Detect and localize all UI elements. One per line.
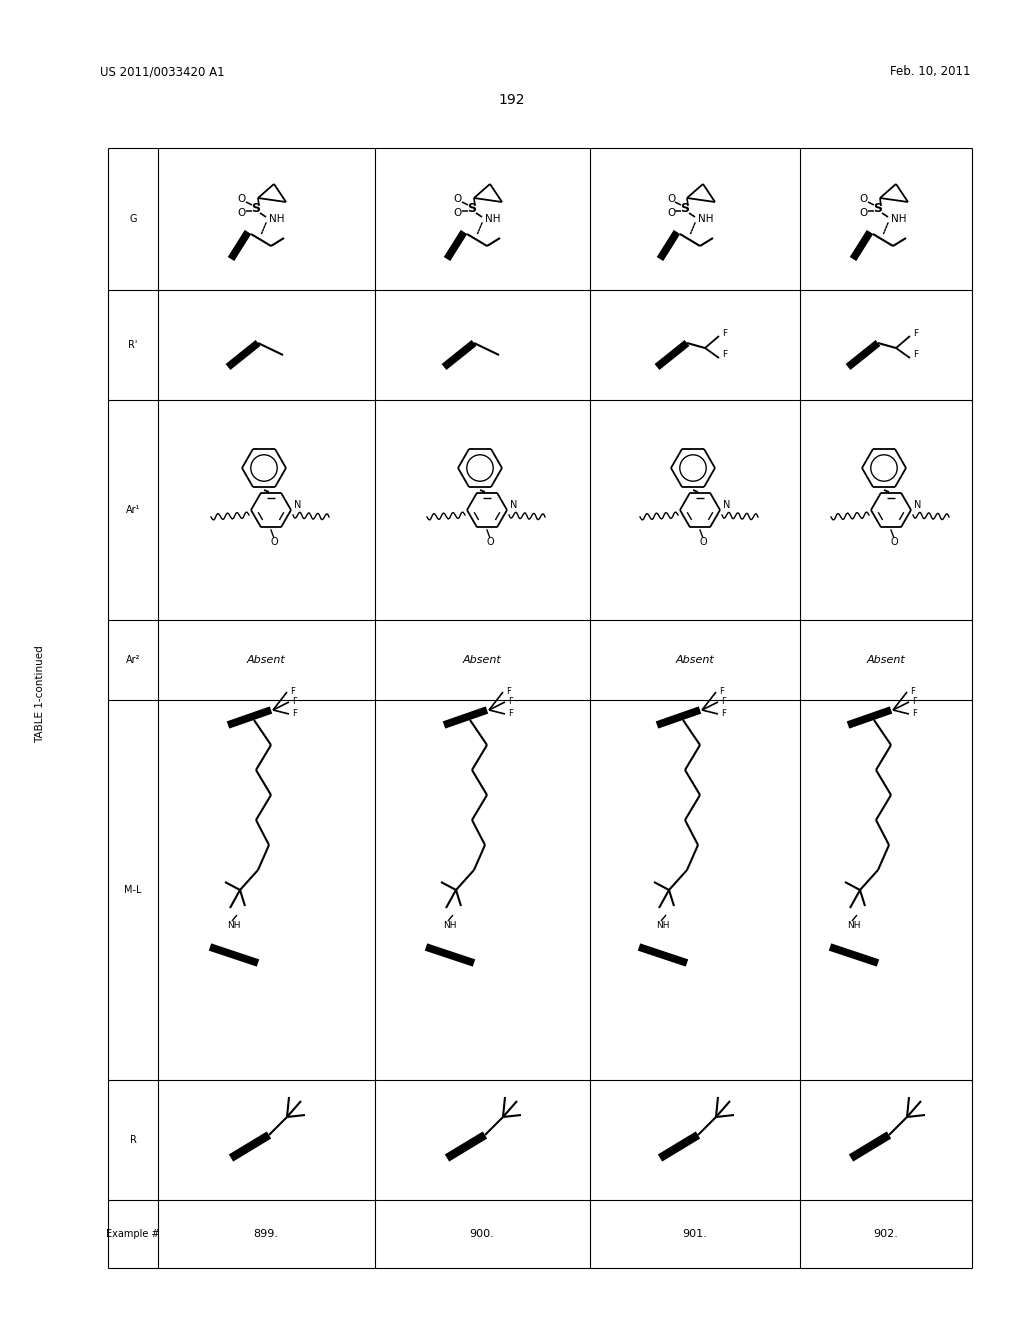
- Text: Example #: Example #: [106, 1229, 160, 1239]
- Text: F: F: [722, 330, 727, 338]
- Text: N: N: [510, 500, 517, 510]
- Text: F: F: [290, 686, 295, 696]
- Text: O: O: [699, 537, 707, 546]
- Text: O: O: [667, 209, 675, 218]
- Text: O: O: [270, 537, 278, 546]
- Text: F: F: [913, 330, 919, 338]
- Text: F: F: [910, 686, 914, 696]
- Text: O: O: [486, 537, 494, 546]
- Text: NH: NH: [227, 920, 241, 929]
- Text: N: N: [723, 500, 730, 510]
- Text: Ar²: Ar²: [126, 655, 140, 665]
- Text: S: S: [252, 202, 260, 215]
- Text: R: R: [130, 1135, 136, 1144]
- Text: O: O: [454, 194, 462, 205]
- Text: F: F: [292, 697, 297, 705]
- Text: S: S: [873, 202, 883, 215]
- Text: S: S: [681, 202, 689, 215]
- Text: F: F: [912, 710, 916, 718]
- Text: NH: NH: [485, 214, 501, 224]
- Text: N: N: [294, 500, 301, 510]
- Text: S: S: [468, 202, 476, 215]
- Text: Absent: Absent: [463, 655, 502, 665]
- Text: 899.: 899.: [254, 1229, 279, 1239]
- Text: F: F: [721, 697, 726, 705]
- Text: R': R': [128, 341, 137, 350]
- Text: Feb. 10, 2011: Feb. 10, 2011: [890, 66, 970, 78]
- Text: 902.: 902.: [873, 1229, 898, 1239]
- Text: Ar¹: Ar¹: [126, 506, 140, 515]
- Text: O: O: [238, 194, 246, 205]
- Text: TABLE 1-continued: TABLE 1-continued: [35, 645, 45, 743]
- Text: F: F: [912, 697, 916, 705]
- Text: 900.: 900.: [470, 1229, 495, 1239]
- Text: M-L: M-L: [124, 884, 141, 895]
- Text: G: G: [129, 214, 137, 224]
- Text: NH: NH: [656, 920, 670, 929]
- Text: NH: NH: [698, 214, 714, 224]
- Text: F: F: [506, 686, 511, 696]
- Text: F: F: [722, 350, 727, 359]
- Text: F: F: [719, 686, 724, 696]
- Text: O: O: [238, 209, 246, 218]
- Text: F: F: [508, 697, 513, 705]
- Text: NH: NH: [847, 920, 860, 929]
- Text: F: F: [508, 710, 513, 718]
- Text: Absent: Absent: [866, 655, 905, 665]
- Text: O: O: [860, 209, 868, 218]
- Text: F: F: [913, 350, 919, 359]
- Text: NH: NH: [891, 214, 906, 224]
- Text: F: F: [292, 710, 297, 718]
- Text: 192: 192: [499, 92, 525, 107]
- Text: F: F: [721, 710, 726, 718]
- Text: O: O: [860, 194, 868, 205]
- Text: O: O: [890, 537, 898, 546]
- Text: NH: NH: [443, 920, 457, 929]
- Text: Absent: Absent: [247, 655, 286, 665]
- Text: 901.: 901.: [683, 1229, 708, 1239]
- Text: Absent: Absent: [676, 655, 715, 665]
- Text: O: O: [667, 194, 675, 205]
- Text: O: O: [454, 209, 462, 218]
- Text: N: N: [914, 500, 922, 510]
- Text: NH: NH: [269, 214, 285, 224]
- Text: US 2011/0033420 A1: US 2011/0033420 A1: [100, 66, 224, 78]
